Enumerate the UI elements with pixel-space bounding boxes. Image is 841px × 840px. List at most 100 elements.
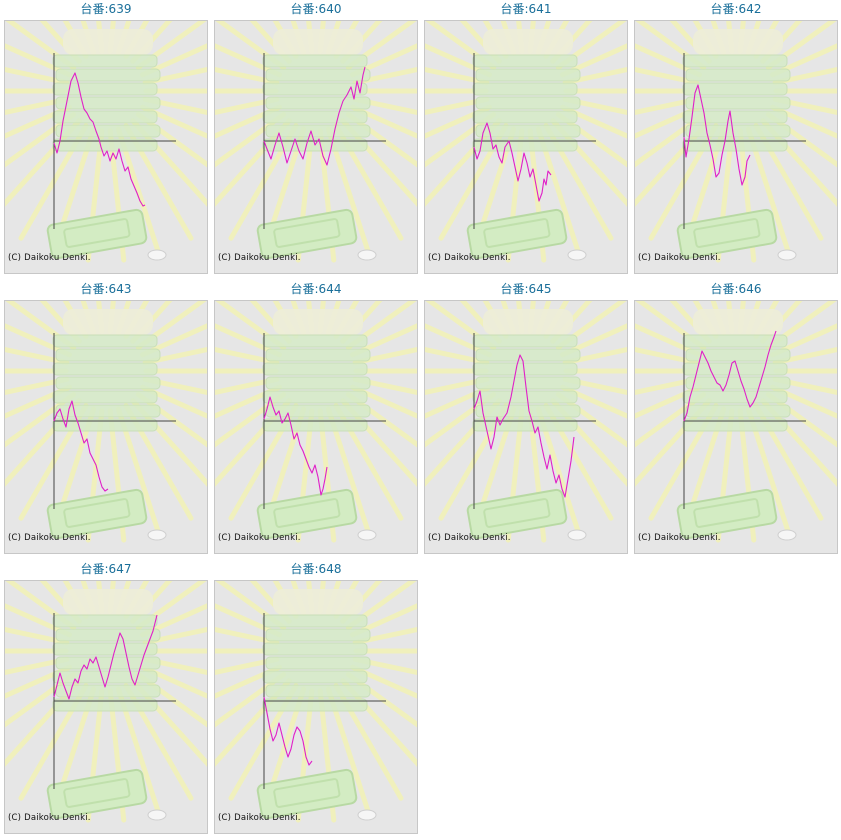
decor-shape: [567, 249, 587, 261]
decor-shape: [55, 656, 161, 670]
machine-artwork: [256, 589, 377, 821]
decor-shape: [475, 348, 581, 362]
decor-shape: [352, 626, 417, 646]
decor-shape: [772, 346, 837, 366]
slump-line: [263, 696, 313, 766]
decor-shape: [55, 124, 161, 138]
decor-shape: [273, 29, 363, 55]
decor-shape: [142, 656, 207, 676]
decor-shape: [55, 348, 161, 362]
decor-shape: [215, 66, 280, 86]
decor-shape: [352, 96, 417, 116]
decor-shape: [693, 29, 783, 55]
decor-shape: [142, 66, 207, 86]
decor-shape: [262, 334, 368, 348]
machine-card-644: 台番:644 (C) Daikoku Denki.: [214, 280, 418, 556]
decor-shape: [273, 589, 363, 615]
decor-shape: [262, 614, 368, 628]
decor-shape: [5, 96, 70, 116]
decor-shape: [777, 249, 797, 261]
decor-shape: [262, 390, 368, 404]
decor-shape: [560, 384, 627, 419]
machine-number-label[interactable]: 台番:640: [290, 2, 342, 16]
decor-shape: [46, 768, 148, 820]
decor-shape: [52, 362, 158, 376]
machine-number-label[interactable]: 台番:643: [80, 282, 132, 296]
decor-shape: [685, 404, 791, 418]
decor-shape: [265, 684, 371, 698]
decor-shape: [215, 656, 280, 676]
decor-shape: [352, 376, 417, 396]
machine-number-label[interactable]: 台番:644: [290, 282, 342, 296]
decor-shape: [140, 323, 207, 358]
decor-shape: [765, 21, 837, 70]
slump-graph-panel: (C) Daikoku Denki.: [214, 580, 418, 834]
slump-graph-646: [635, 301, 837, 543]
decor-shape: [140, 603, 207, 638]
slump-line: [53, 614, 158, 700]
decor-shape: [63, 778, 131, 808]
machine-number-label[interactable]: 台番:642: [710, 2, 762, 16]
decor-shape: [52, 642, 158, 656]
decor-shape: [142, 96, 207, 116]
decor-shape: [52, 54, 158, 68]
decor-shape: [142, 376, 207, 396]
decor-shape: [352, 656, 417, 676]
decor-shape: [5, 43, 72, 78]
decor-shape: [635, 376, 700, 396]
decor-shape: [425, 104, 492, 139]
decor-shape: [475, 96, 581, 110]
decor-shape: [52, 698, 158, 712]
machine-card-643: 台番:643 (C) Daikoku Denki.: [4, 280, 208, 556]
decor-shape: [770, 104, 837, 139]
decor-shape: [345, 21, 417, 70]
slump-graph-648: [215, 581, 417, 823]
decor-shape: [273, 778, 341, 808]
decor-shape: [635, 346, 700, 366]
decor-shape: [770, 384, 837, 419]
machine-number-label[interactable]: 台番:647: [80, 562, 132, 576]
decor-shape: [425, 66, 490, 86]
decor-shape: [425, 43, 492, 78]
decor-shape: [472, 110, 578, 124]
decor-shape: [466, 208, 568, 260]
decor-shape: [352, 346, 417, 366]
slump-line: [473, 354, 575, 498]
machine-number-label[interactable]: 台番:639: [80, 2, 132, 16]
machine-card-647: 台番:647 (C) Daikoku Denki.: [4, 560, 208, 836]
decor-shape: [262, 82, 368, 96]
machine-card-641: 台番:641 (C) Daikoku Denki.: [424, 0, 628, 276]
decor-shape: [215, 603, 282, 638]
decor-shape: [770, 43, 837, 78]
decor-shape: [472, 334, 578, 348]
machine-number-label[interactable]: 台番:646: [710, 282, 762, 296]
decor-shape: [635, 66, 700, 86]
decor-shape: [635, 384, 702, 419]
decor-shape: [5, 626, 70, 646]
decor-shape: [770, 323, 837, 358]
decor-shape: [52, 614, 158, 628]
decor-shape: [555, 21, 627, 70]
decor-shape: [55, 628, 161, 642]
machine-number-label[interactable]: 台番:648: [290, 562, 342, 576]
machine-card-642: 台番:642 (C) Daikoku Denki.: [634, 0, 838, 276]
machine-card-645: 台番:645 (C) Daikoku Denki.: [424, 280, 628, 556]
decor-shape: [63, 218, 131, 248]
decor-shape: [265, 404, 371, 418]
machine-number-label[interactable]: 台番:645: [500, 282, 552, 296]
decor-shape: [142, 626, 207, 646]
machine-card-648: 台番:648 (C) Daikoku Denki.: [214, 560, 418, 836]
decor-shape: [46, 208, 148, 260]
copyright-text: (C) Daikoku Denki.: [218, 533, 301, 543]
decor-shape: [135, 21, 207, 70]
decor-shape: [425, 96, 490, 116]
decor-shape: [256, 488, 358, 540]
machine-artwork: [466, 309, 587, 541]
slump-line: [473, 122, 552, 202]
machine-number-label[interactable]: 台番:641: [500, 2, 552, 16]
slump-graph-639: [5, 21, 207, 263]
copyright-text: (C) Daikoku Denki.: [428, 253, 511, 263]
decor-shape: [140, 384, 207, 419]
machine-artwork: [676, 309, 797, 541]
decor-shape: [140, 664, 207, 699]
